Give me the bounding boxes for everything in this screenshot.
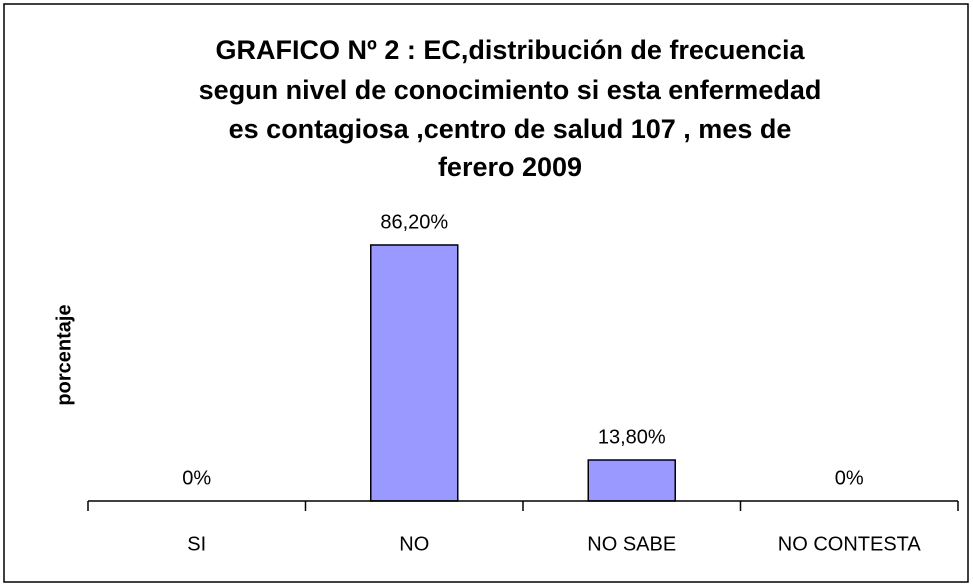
chart-title: es contagiosa ,centro de salud 107 , mes…: [229, 114, 792, 144]
x-tick-label: SI: [187, 533, 206, 555]
value-label: 13,80%: [598, 426, 666, 448]
value-label: 86,20%: [380, 211, 448, 233]
chart-title: segun nivel de conocimiento si esta enfe…: [199, 75, 822, 105]
x-tick-label: NO: [399, 533, 429, 555]
bar: [587, 459, 676, 502]
chart-title: GRAFICO Nº 2 : EC,distribución de frecue…: [216, 35, 806, 65]
chart-title: ferero 2009: [438, 152, 582, 182]
chart-border: [3, 3, 969, 583]
value-label: 0%: [182, 467, 211, 489]
x-tick-label: NO CONTESTA: [778, 533, 922, 555]
x-tick-label: NO SABE: [587, 533, 676, 555]
bar: [370, 244, 459, 502]
value-label: 0%: [835, 467, 864, 489]
y-axis-label: porcentaje: [53, 304, 75, 405]
